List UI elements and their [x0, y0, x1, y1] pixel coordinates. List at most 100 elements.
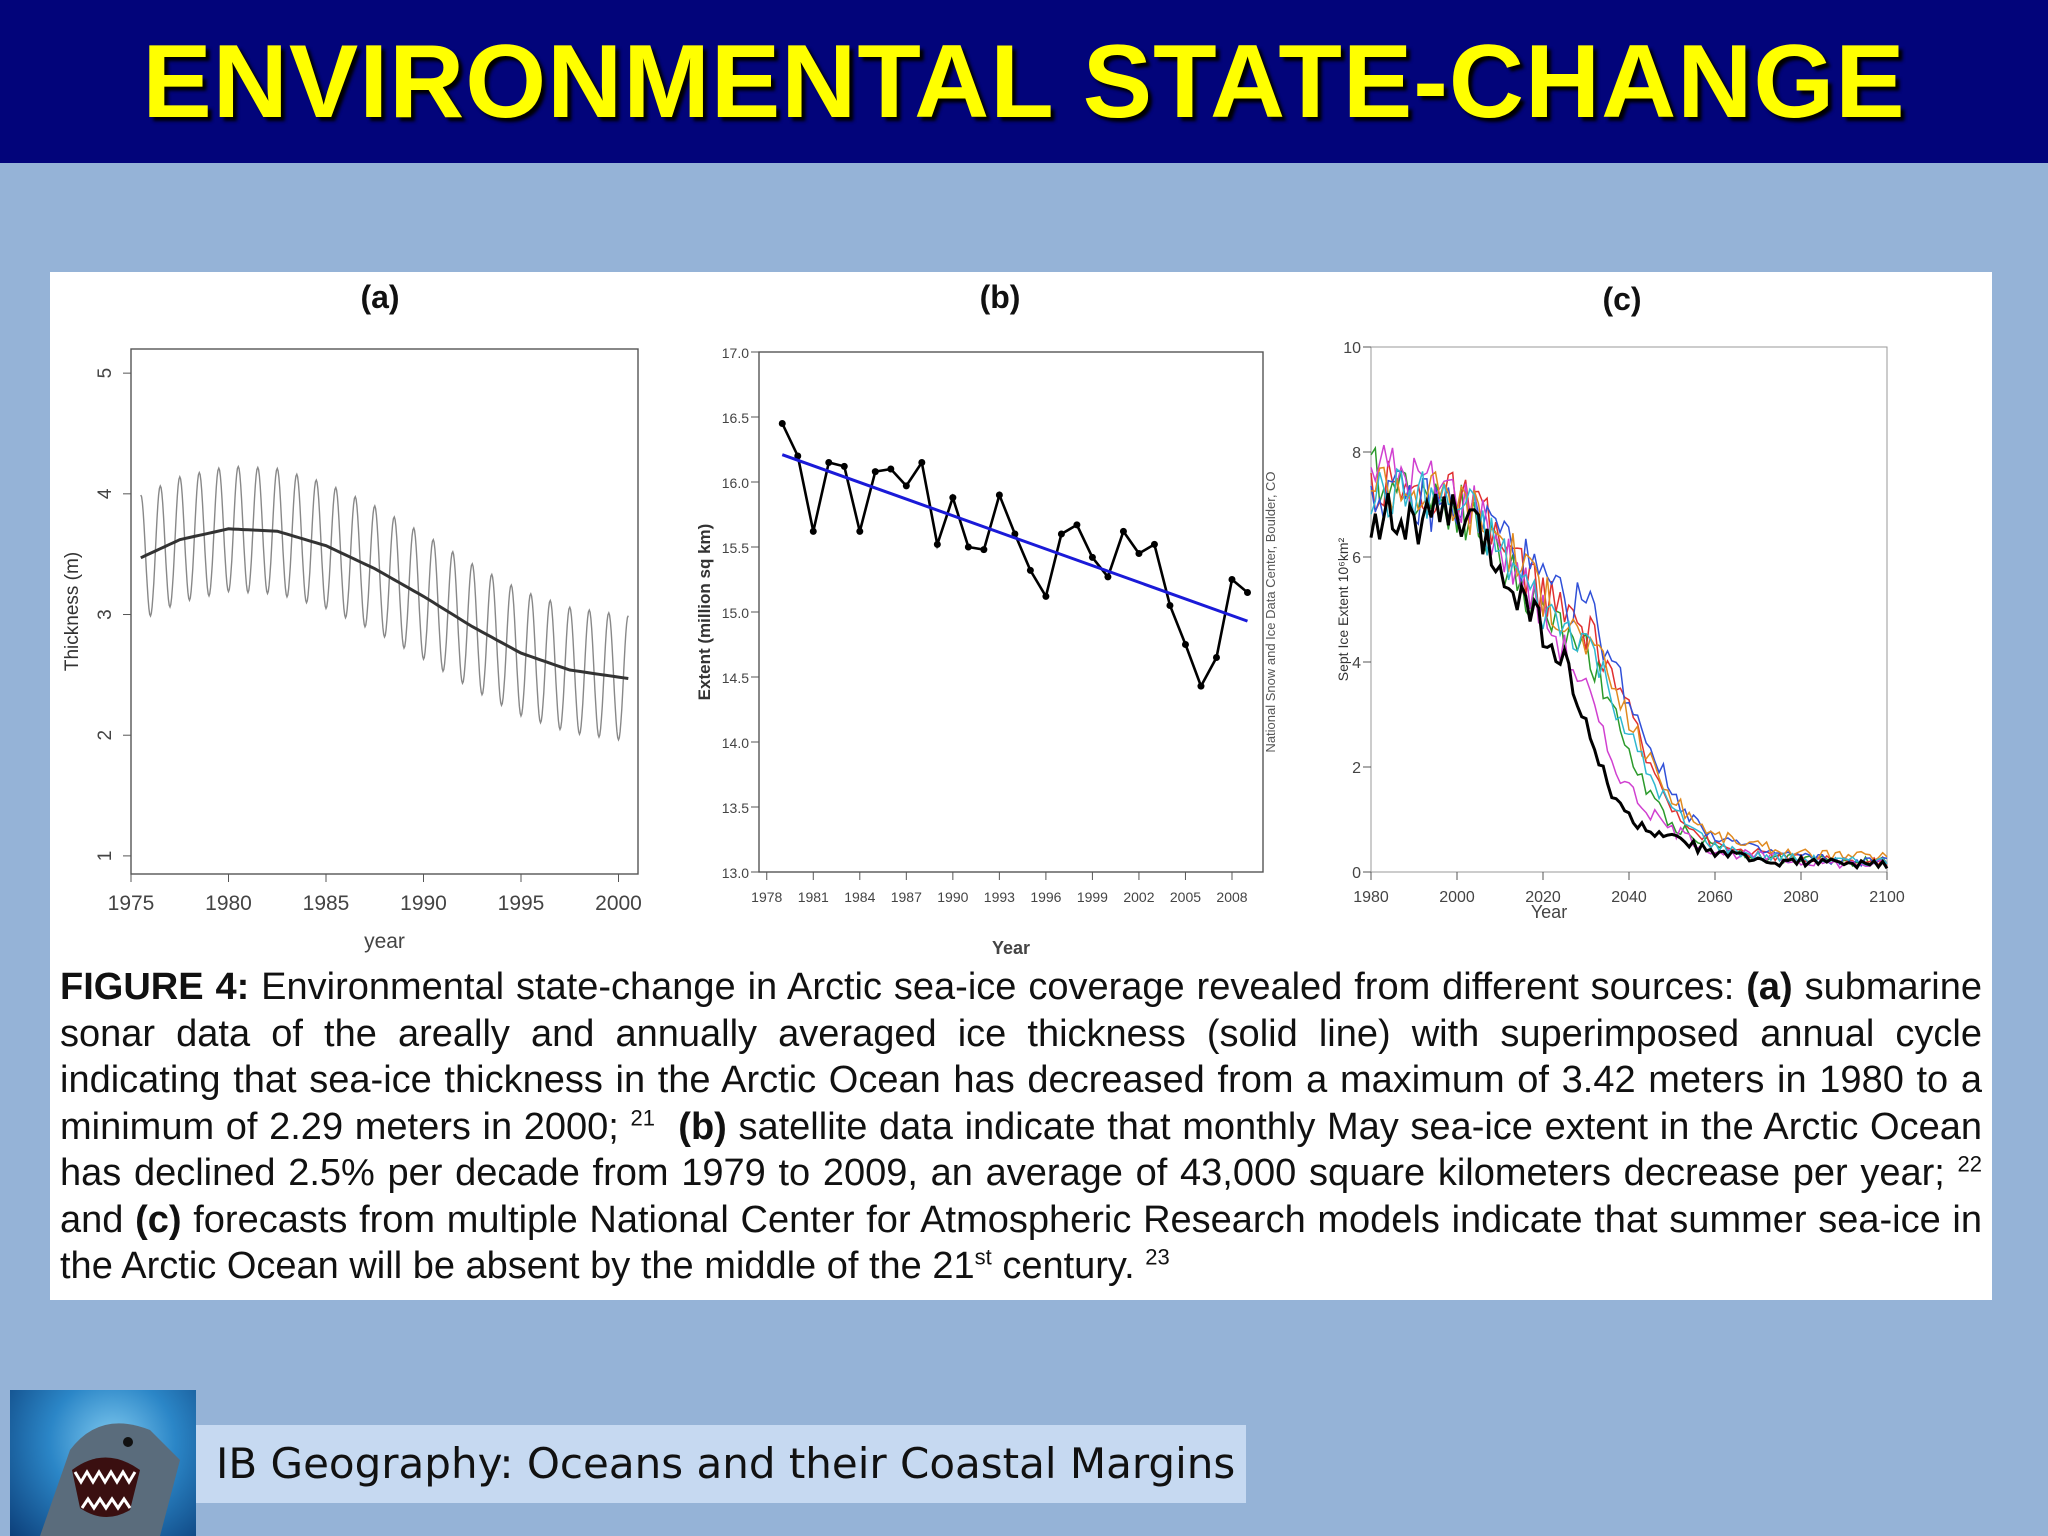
panel-c-plot-frame: [1370, 346, 1888, 873]
caption-text: submarine sonar data of the areally and …: [60, 966, 1982, 1148]
panel-c-x-axis-label: Year: [1531, 902, 1567, 922]
panel-a-x-tick-label: 1975: [108, 892, 155, 915]
caption-superscript: st: [974, 1244, 992, 1270]
panel-b-y-tick-label: 16.5: [722, 410, 749, 426]
panel-c-y-tick-label: 10: [1343, 340, 1361, 357]
panel-b-observed-line: [781, 422, 1249, 690]
panel-b-trend-line: [781, 453, 1248, 623]
caption-text: and: [60, 1198, 136, 1241]
panel-c-model-line: [1370, 444, 1888, 870]
panel-b-data-point: [1166, 602, 1174, 609]
panel-b-y-tick-label: 15.0: [722, 605, 749, 621]
caption-reference: 21: [630, 1104, 655, 1130]
panel-b-x-tick-label: 2005: [1170, 889, 1201, 905]
panel-a-y-tick-label: 2: [95, 730, 116, 741]
panel-b-y-tick-label: 14.0: [722, 735, 749, 751]
panel-b-data-point: [778, 420, 786, 427]
caption-label-b: (b): [678, 1105, 727, 1148]
panel-b-data-point: [1181, 641, 1189, 648]
panel-b-x-tick-label: 1993: [984, 889, 1015, 905]
caption-label-a: (a): [1746, 966, 1793, 1008]
panel-b-data-point: [1150, 540, 1158, 548]
panel-c-x-tick-label: 2060: [1697, 889, 1733, 906]
panel-b-data-point: [856, 527, 864, 535]
panel-b-x-tick-label: 2008: [1216, 889, 1247, 905]
panel-b-data-point: [1243, 589, 1251, 596]
panel-b-data-point: [1057, 530, 1065, 538]
panel-b-data-point: [1135, 550, 1143, 557]
panel-b-data-point: [902, 482, 910, 490]
panel-b-x-tick-label: 2002: [1123, 889, 1154, 905]
panel-b-data-point: [1212, 654, 1220, 661]
panel-b-plot-frame: [758, 351, 1264, 873]
panel-b-data-point: [1228, 576, 1236, 583]
panel-b-data-point: [964, 543, 972, 551]
panel-a-y-tick-label: 5: [95, 368, 116, 379]
slide-title: ENVIRONMENTAL STATE-CHANGE: [142, 24, 1906, 140]
panel-c-x-tick-label: 2080: [1783, 889, 1819, 906]
panel-c-y-tick-label: 0: [1352, 865, 1361, 882]
panel-c-x-tick-label: 2020: [1525, 889, 1561, 906]
shark-icon: [40, 1423, 180, 1536]
panel-b-data-point: [1119, 527, 1127, 535]
panel-a-y-tick-label: 3: [95, 609, 116, 620]
panel-b-x-tick-label: 1999: [1077, 889, 1108, 905]
panel-b-x-tick-label: 1984: [844, 889, 875, 905]
panel-b-data-point: [887, 465, 895, 473]
panel-b-x-tick-label: 1981: [798, 889, 829, 905]
panel-b-data-point: [825, 459, 833, 466]
caption-text: satellite data indicate that monthly May…: [60, 1105, 1982, 1195]
panel-b-x-tick-label: 1990: [937, 889, 968, 905]
panel-b-y-tick-label: 15.5: [722, 540, 749, 556]
panel-b-x-tick-label: 1996: [1030, 889, 1061, 905]
panel-b-y-tick-label: 14.5: [722, 670, 749, 686]
panel-b-x-tick-label: 1978: [751, 889, 782, 905]
panel-c-x-tick-label: 2100: [1869, 889, 1905, 906]
panel-a-x-tick-label: 1980: [205, 892, 252, 915]
panel-c-y-axis-label: Sept Ice Extent 10⁶km²: [1335, 537, 1351, 681]
panel-c-y-tick-label: 4: [1352, 655, 1361, 672]
panel-b-y-tick-label: 16.0: [722, 475, 749, 491]
panel-c-y-tick-label: 2: [1352, 760, 1361, 777]
panel-b-data-point: [1042, 592, 1050, 600]
caption-label-c: (c): [135, 1198, 182, 1241]
panel-b-y-axis-label: Extent (million sq km): [695, 524, 714, 701]
caption-reference: 23: [1145, 1244, 1170, 1270]
panel-a-title: (a): [360, 279, 399, 315]
panel-a-x-tick-label: 1985: [303, 892, 350, 915]
panel-a-y-axis-label: Thickness (m): [62, 552, 83, 671]
panel-b-source-note: National Snow and Ice Data Center, Bould…: [1263, 471, 1278, 752]
panel-b-data-point: [933, 540, 941, 548]
panel-b-data-point: [1073, 521, 1081, 529]
panel-a-x-tick-label: 2000: [595, 892, 642, 915]
panel-b-data-point: [794, 452, 802, 460]
panel-b-x-axis-label: Year: [992, 938, 1030, 958]
panel-a-annual-mean-line: [140, 527, 629, 680]
panel-a-plot-frame: [130, 348, 639, 875]
panel-c-x-tick-label: 2040: [1611, 889, 1647, 906]
panel-b-title: (b): [980, 279, 1021, 315]
panel-a-x-tick-label: 1995: [498, 892, 545, 915]
panel-a-y-tick-label: 1: [95, 851, 116, 862]
panel-b-data-point: [980, 546, 988, 554]
figure-panel: (a) 1975 1980 1985 1990 1995 2000 1 2 3 4 5 year Thic…: [50, 272, 1992, 1300]
panel-b-data-point: [949, 494, 957, 502]
caption-text: century.: [991, 1245, 1146, 1287]
panel-a-y-tick-label: 4: [95, 488, 116, 499]
panel-c-model-line: [1369, 493, 1889, 870]
footer-banner: IB Geography: Oceans and their Coastal M…: [196, 1425, 1246, 1503]
panel-b-data-point: [1197, 682, 1205, 690]
panel-c-x-tick-label: 1980: [1353, 889, 1389, 906]
panel-b-data-point: [1088, 553, 1096, 561]
panel-b-data-point: [809, 527, 817, 535]
panel-b-x-tick-label: 1987: [891, 889, 922, 905]
panel-b-data-point: [918, 459, 926, 466]
panel-c-title: (c): [1602, 281, 1641, 317]
caption-text: forecasts from multiple National Center …: [60, 1198, 1982, 1288]
panel-b-data-point: [995, 491, 1003, 499]
charts-svg: (a) 1975 1980 1985 1990 1995 2000 1 2 3 4 5 year Thic…: [62, 279, 1905, 958]
caption-figure-label: FIGURE 4:: [60, 966, 250, 1008]
panel-b-y-tick-label: 17.0: [722, 345, 749, 361]
panel-c-model-line: [1370, 470, 1888, 868]
panel-b-data-point: [1026, 566, 1034, 574]
